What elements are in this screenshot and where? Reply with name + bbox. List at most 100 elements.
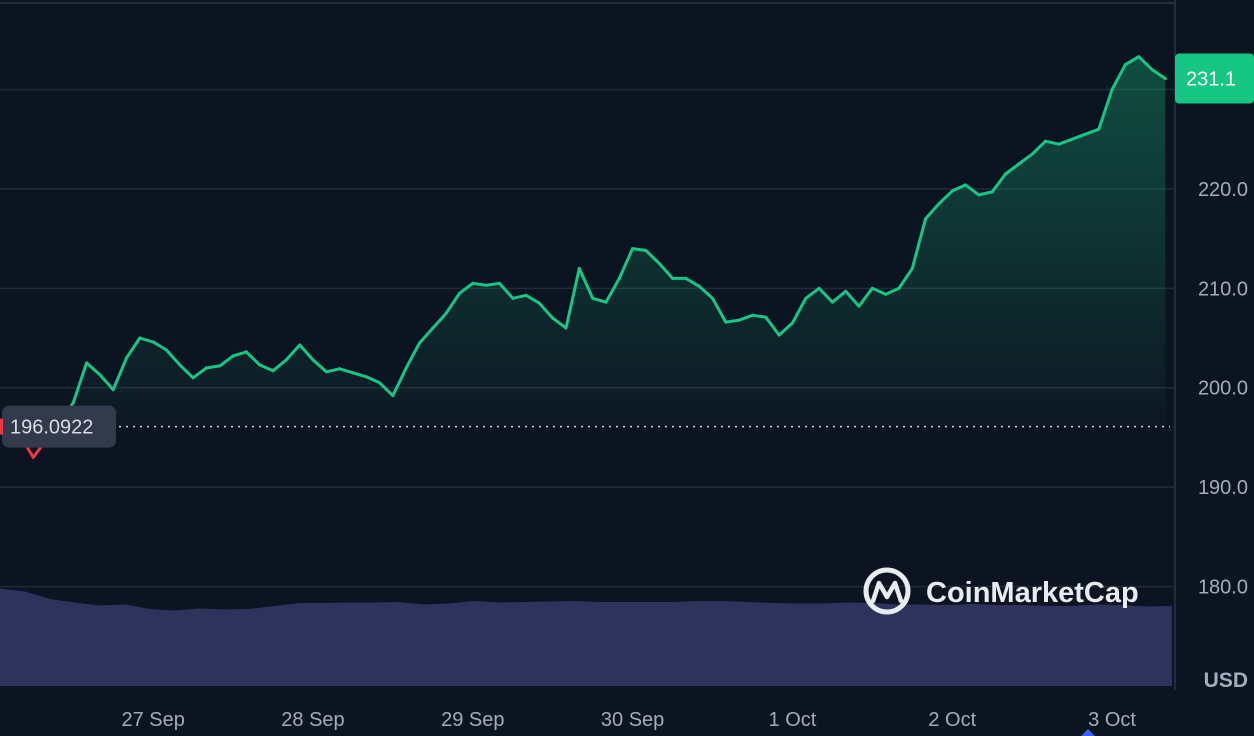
x-axis-ticks: 27 Sep 28 Sep 29 Sep 30 Sep 1 Oct 2 Oct 3 Oct xyxy=(121,709,1136,731)
price-segment xyxy=(751,313,768,319)
price-segment xyxy=(684,276,701,288)
price-segment xyxy=(1057,137,1074,146)
currency-label: USD xyxy=(1204,669,1248,692)
crosshair-marker-icon xyxy=(1081,729,1095,736)
price-segment xyxy=(910,217,928,270)
price-area xyxy=(6,56,1166,427)
price-segment xyxy=(564,266,581,330)
price-segment xyxy=(404,341,421,370)
price-segment xyxy=(697,284,714,300)
price-segment xyxy=(964,183,981,197)
price-segment xyxy=(577,266,595,300)
price-segment xyxy=(617,247,635,280)
price-segment xyxy=(111,356,128,392)
price-segment xyxy=(71,361,89,405)
price-segment xyxy=(311,358,328,374)
price-segment xyxy=(1044,139,1061,146)
reference-price-label: 196.0922 xyxy=(10,417,93,439)
price-segment xyxy=(391,366,408,398)
price-segment xyxy=(790,296,808,325)
price-segment xyxy=(591,296,608,304)
price-segment xyxy=(1150,68,1167,80)
price-segment xyxy=(458,281,475,295)
price-segment xyxy=(644,249,661,265)
price-segment xyxy=(444,291,461,315)
price-segment xyxy=(884,286,901,296)
price-segment xyxy=(1123,55,1141,67)
x-tick-label: 29 Sep xyxy=(441,709,504,731)
y-tick-label: 180.0 xyxy=(1198,577,1248,599)
price-segment xyxy=(98,373,115,392)
price-segment xyxy=(1083,127,1101,136)
price-segment xyxy=(977,190,994,197)
y-axis-ticks: 180.0 190.0 200.0 210.0 220.0 xyxy=(1198,179,1248,599)
price-segment xyxy=(1017,152,1034,166)
price-segment xyxy=(497,281,515,300)
price-segment xyxy=(830,289,848,304)
price-segment xyxy=(937,189,954,206)
price-segment xyxy=(324,367,342,374)
price-segment xyxy=(897,266,914,290)
price-fill-area xyxy=(6,56,1166,427)
price-segment xyxy=(191,366,208,380)
price-segment xyxy=(511,293,528,300)
price-segment xyxy=(804,286,821,300)
price-segment xyxy=(551,316,568,330)
price-segment xyxy=(125,336,142,360)
price-segment xyxy=(924,202,941,221)
price-segment xyxy=(418,326,435,345)
price-segment xyxy=(471,281,488,287)
y-tick-label: 220.0 xyxy=(1198,179,1248,201)
current-price-badge: 231.1 xyxy=(1175,53,1254,104)
price-segment xyxy=(178,363,195,380)
current-price-label: 231.1 xyxy=(1186,69,1236,91)
price-segment xyxy=(1097,88,1114,131)
price-segment xyxy=(524,293,541,305)
price-segment xyxy=(1070,132,1087,141)
x-tick-label: 2 Oct xyxy=(928,709,976,731)
price-segment xyxy=(777,321,794,337)
price-segment xyxy=(284,343,302,362)
price-segment xyxy=(258,363,275,373)
price-segment xyxy=(431,311,448,330)
price-segment xyxy=(817,286,834,304)
price-segment xyxy=(1030,139,1047,156)
price-segment xyxy=(351,371,368,379)
price-segment xyxy=(138,336,155,344)
price-segment xyxy=(218,354,235,368)
price-segment xyxy=(298,343,315,362)
price-segment xyxy=(737,313,754,322)
price-segment xyxy=(1137,55,1154,72)
price-segment xyxy=(1110,63,1127,91)
watermark-text: CoinMarketCap xyxy=(926,577,1139,609)
y-tick-label: 210.0 xyxy=(1198,278,1248,300)
price-segment xyxy=(711,296,728,324)
y-tick-label: 190.0 xyxy=(1198,477,1248,499)
price-segment xyxy=(604,276,621,304)
reference-price-badge: 196.0922 xyxy=(0,405,116,448)
price-segment xyxy=(244,350,262,367)
price-segment xyxy=(537,301,555,320)
price-segment xyxy=(378,381,395,398)
price-segment xyxy=(204,364,222,370)
price-segment xyxy=(338,367,355,375)
price-segment xyxy=(844,289,861,308)
price-segment xyxy=(165,348,182,367)
price-segment xyxy=(950,183,968,193)
price-segment xyxy=(857,286,874,308)
x-tick-label: 3 Oct xyxy=(1088,709,1136,731)
coinmarketcap-logo-icon xyxy=(863,567,911,615)
coinmarketcap-watermark: CoinMarketCap xyxy=(863,567,1139,615)
price-segment xyxy=(271,358,288,373)
price-segment xyxy=(231,350,248,358)
price-segment xyxy=(364,375,382,385)
x-tick-label: 28 Sep xyxy=(281,709,344,731)
price-segment xyxy=(870,286,888,296)
price-segment xyxy=(631,247,648,252)
price-segment xyxy=(151,340,168,352)
x-tick-label: 27 Sep xyxy=(121,709,184,731)
price-segment xyxy=(484,281,501,287)
y-tick-label: 200.0 xyxy=(1198,378,1248,400)
